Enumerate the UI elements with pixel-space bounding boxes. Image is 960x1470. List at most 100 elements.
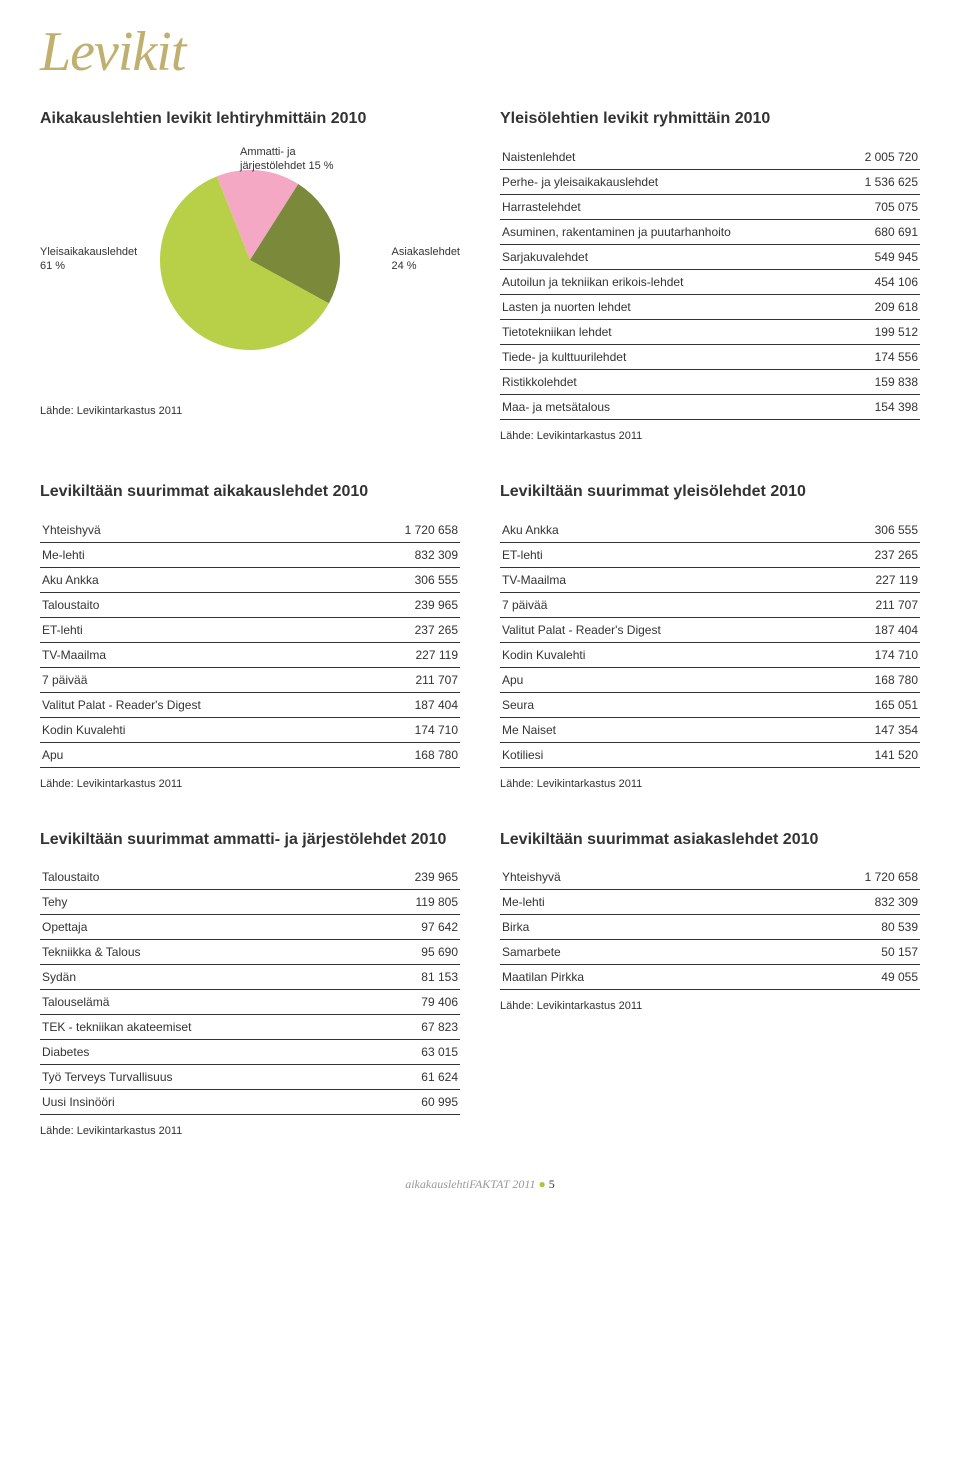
row-name: Apu [500,667,825,692]
table-row: Valitut Palat - Reader's Digest187 404 [500,617,920,642]
t3-section: Levikiltään suurimmat ammatti- ja järjes… [40,830,460,1138]
table-row: Birka80 539 [500,915,920,940]
table-row: Me-lehti832 309 [40,542,460,567]
row-value: 1 720 658 [752,865,920,890]
table-row: Sydän81 153 [40,965,460,990]
table-row: Opettaja97 642 [40,915,460,940]
row-value: 141 520 [825,742,920,767]
row-value: 211 707 [351,667,460,692]
row-value: 306 555 [351,567,460,592]
pie-heading: Aikakauslehtien levikit lehtiryhmittäin … [40,109,460,130]
row-name: Asuminen, rakentaminen ja puutarhanhoito [500,219,837,244]
row-value: 227 119 [351,642,460,667]
row-value: 95 690 [361,940,460,965]
row-value: 174 556 [837,344,920,369]
table-row: Taloustaito239 965 [40,865,460,890]
row-name: Harrastelehdet [500,194,837,219]
table-row: Kodin Kuvalehti174 710 [40,717,460,742]
table-row: 7 päivää211 707 [500,592,920,617]
row-name: Me-lehti [40,542,351,567]
table-row: Naistenlehdet2 005 720 [500,145,920,170]
row-value: 165 051 [825,692,920,717]
pie-chart-wrap: Ammatti- ja järjestölehdet 15 % Asiakasl… [40,145,460,395]
t2-table: Aku Ankka306 555ET-lehti237 265TV-Maailm… [500,518,920,768]
row-name: Maatilan Pirkka [500,965,752,990]
row-value: 187 404 [825,617,920,642]
footer-text: aikakauslehtiFAKTAT 2011 [405,1177,535,1191]
table-row: Yhteishyvä1 720 658 [40,518,460,543]
row-name: Naistenlehdet [500,145,837,170]
row-value: 237 265 [351,617,460,642]
t2-heading: Levikiltään suurimmat yleisölehdet 2010 [500,482,920,503]
table-row: ET-lehti237 265 [500,542,920,567]
row-value: 50 157 [752,940,920,965]
row-name: Taloustaito [40,592,351,617]
row-name: TEK - tekniikan akateemiset [40,1015,361,1040]
row-value: 63 015 [361,1040,460,1065]
row-name: Kodin Kuvalehti [500,642,825,667]
row-value: 239 965 [351,592,460,617]
row-value: 1 720 658 [351,518,460,543]
footer-dot-icon: ● [539,1177,549,1191]
t3-heading: Levikiltään suurimmat ammatti- ja järjes… [40,830,460,851]
row-name: Me Naiset [500,717,825,742]
table-row: Maa- ja metsätalous154 398 [500,394,920,419]
row-value: 705 075 [837,194,920,219]
pie-label-left: Yleisaikakauslehdet 61 % [40,245,137,274]
table-row: Autoilun ja tekniikan erikois-lehdet454 … [500,269,920,294]
pie-label-top: Ammatti- ja järjestölehdet 15 % [240,145,334,174]
table-row: ET-lehti237 265 [40,617,460,642]
row-value: 187 404 [351,692,460,717]
pie-source: Lähde: Levikintarkastus 2011 [40,405,460,417]
row-name: Samarbete [500,940,752,965]
row-name: Me-lehti [500,890,752,915]
t4-heading: Levikiltään suurimmat asiakaslehdet 2010 [500,830,920,851]
row-name: Sarjakuvalehdet [500,244,837,269]
t2-section: Levikiltään suurimmat yleisölehdet 2010 … [500,482,920,790]
table-row: TV-Maailma227 119 [40,642,460,667]
row-value: 1 536 625 [837,169,920,194]
row-value: 147 354 [825,717,920,742]
group-table-source: Lähde: Levikintarkastus 2011 [500,430,920,442]
t4-source: Lähde: Levikintarkastus 2011 [500,1000,920,1012]
row-value: 67 823 [361,1015,460,1040]
row-value: 81 153 [361,965,460,990]
row-name: Sydän [40,965,361,990]
t3-table: Taloustaito239 965Tehy119 805Opettaja97 … [40,865,460,1115]
row-name: Työ Terveys Turvallisuus [40,1065,361,1090]
row-name: Taloustaito [40,865,361,890]
row-name: Maa- ja metsätalous [500,394,837,419]
t4-table: Yhteishyvä1 720 658Me-lehti832 309Birka8… [500,865,920,990]
row-name: Seura [500,692,825,717]
row-value: 61 624 [361,1065,460,1090]
row-value: 549 945 [837,244,920,269]
row-value: 79 406 [361,990,460,1015]
row-name: Yhteishyvä [500,865,752,890]
row-value: 97 642 [361,915,460,940]
row-value: 174 710 [351,717,460,742]
table-row: Harrastelehdet705 075 [500,194,920,219]
table-row: Diabetes63 015 [40,1040,460,1065]
row-value: 454 106 [837,269,920,294]
row-name: Diabetes [40,1040,361,1065]
page-title: Levikit [40,20,920,84]
t3-source: Lähde: Levikintarkastus 2011 [40,1125,460,1137]
row-name: ET-lehti [500,542,825,567]
row-value: 154 398 [837,394,920,419]
row-name: Talouselämä [40,990,361,1015]
row-value: 227 119 [825,567,920,592]
row-name: Lasten ja nuorten lehdet [500,294,837,319]
row-name: Aku Ankka [500,518,825,543]
table-row: Aku Ankka306 555 [40,567,460,592]
table-row: 7 päivää211 707 [40,667,460,692]
row-value: 832 309 [752,890,920,915]
row-name: 7 päivää [40,667,351,692]
row-value: 306 555 [825,518,920,543]
row-name: Opettaja [40,915,361,940]
group-table-heading: Yleisölehtien levikit ryhmittäin 2010 [500,109,920,130]
row-value: 119 805 [361,890,460,915]
t1-section: Levikiltään suurimmat aikakauslehdet 201… [40,482,460,790]
table-row: Ristikkolehdet159 838 [500,369,920,394]
row-name: Kodin Kuvalehti [40,717,351,742]
row-name: Aku Ankka [40,567,351,592]
